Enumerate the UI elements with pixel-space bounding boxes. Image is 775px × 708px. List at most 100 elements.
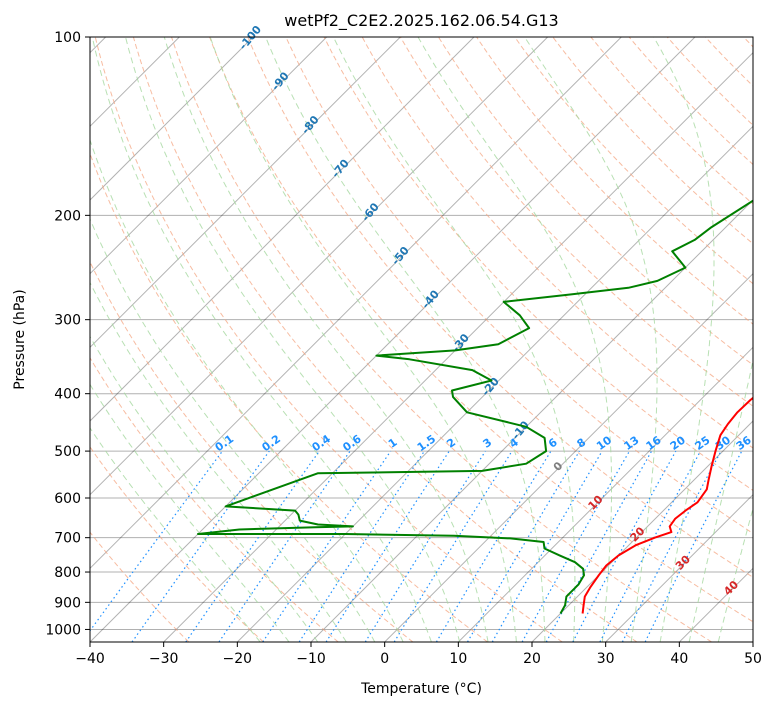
series-line xyxy=(197,199,753,614)
x-tick-label: −10 xyxy=(296,651,326,667)
moist-adiabat-line xyxy=(90,138,404,642)
isotherm-line xyxy=(90,37,475,422)
isotherm-line xyxy=(90,37,696,642)
y-tick-label: 300 xyxy=(54,313,81,329)
moist-adiabat-line xyxy=(209,37,517,642)
mixing-ratio-line xyxy=(364,450,486,642)
mixing-ratio-label: 6 xyxy=(546,436,560,451)
background-lines xyxy=(90,37,753,642)
mixing-ratio-label: 13 xyxy=(621,434,641,453)
dry-adiabat-label: -60 xyxy=(359,200,382,224)
x-tick-label: 10 xyxy=(449,651,467,667)
mixing-ratio-line xyxy=(466,450,580,642)
moist-adiabat-label: 40 xyxy=(721,578,741,598)
dry-adiabat-line xyxy=(209,37,753,623)
dry-adiabat-line xyxy=(437,37,753,366)
dry-adiabat-line xyxy=(90,356,339,642)
y-tick-label: 400 xyxy=(54,387,81,403)
dry-adiabat-line xyxy=(743,37,753,48)
moist-adiabat-line xyxy=(91,37,432,642)
mixing-ratio-line xyxy=(599,450,702,642)
dry-adiabat-line xyxy=(361,37,753,449)
isotherm-line xyxy=(90,37,254,201)
plot-frame xyxy=(89,36,754,643)
moist-adiabat-label: 30 xyxy=(673,552,693,572)
y-tick-label: 500 xyxy=(54,444,81,460)
y-tick-label: 800 xyxy=(54,565,81,581)
dry-adiabat-line xyxy=(590,37,753,205)
dry-adiabat-line xyxy=(90,260,414,642)
x-tick-label: 0 xyxy=(380,651,389,667)
y-tick-label: 700 xyxy=(54,531,81,547)
mixing-ratio-line xyxy=(218,450,351,642)
y-tick-label: 600 xyxy=(54,491,81,507)
mixing-ratio-line xyxy=(435,450,552,642)
moist-adiabat-line xyxy=(417,37,612,642)
dry-adiabat-label: -80 xyxy=(299,113,322,137)
mixing-ratio-label: 36 xyxy=(734,433,754,453)
x-tick-label: −20 xyxy=(223,651,253,667)
isotherm-line xyxy=(163,51,753,642)
isotherm-line xyxy=(236,125,753,642)
mixing-ratio-label: 8 xyxy=(575,436,589,451)
dry-adiabat-line xyxy=(90,446,264,642)
dry-adiabat-line xyxy=(94,37,563,642)
isotherm-line xyxy=(678,567,753,642)
dry-adiabat-label: -90 xyxy=(269,69,292,93)
y-tick-label: 100 xyxy=(54,30,81,46)
moist-adiabat-line xyxy=(265,37,546,642)
mixing-ratio-line xyxy=(131,450,270,642)
dry-adiabat-line xyxy=(552,37,753,245)
moist-adiabat-line xyxy=(90,335,319,642)
moist-adiabat-line xyxy=(90,217,376,642)
mixing-ratio-label: 3 xyxy=(481,436,495,451)
isotherm-line xyxy=(90,37,549,496)
isotherm-line xyxy=(90,37,401,349)
mixing-ratio-line xyxy=(262,450,392,642)
mixing-ratio-line xyxy=(393,450,513,642)
mixing-ratio-line xyxy=(572,450,677,642)
moist-adiabat-line xyxy=(717,506,753,642)
dry-adiabat-line xyxy=(171,37,712,642)
moist-adiabat-line xyxy=(125,37,461,642)
dry-adiabat-line xyxy=(90,531,190,642)
moist-adiabat-label: 0 xyxy=(551,459,566,474)
dry-adiabat-line xyxy=(704,37,753,87)
chart-title: wetPf2_C2E2.2025.162.06.54.G13 xyxy=(284,11,558,31)
y-tick-label: 900 xyxy=(54,595,81,611)
dry-adiabat-label: -70 xyxy=(329,157,352,181)
dry-adiabat-line xyxy=(90,152,488,642)
dry-adiabat-line xyxy=(666,37,753,126)
dry-adiabat-label: -20 xyxy=(479,375,502,399)
axis-ticks: −40 −30 −20 −10 0 10 20 30 40 5010020030040050060… xyxy=(45,30,762,667)
isotherm-line xyxy=(457,346,753,642)
dry-adiabat-line xyxy=(285,37,753,535)
x-tick-label: 50 xyxy=(744,651,762,667)
y-tick-label: 1000 xyxy=(45,622,81,638)
moist-adiabat-line xyxy=(524,37,658,642)
moist-adiabat-line xyxy=(90,281,347,642)
isotherm-line xyxy=(90,37,622,570)
profile-series xyxy=(197,199,753,614)
isotherm-line xyxy=(752,641,753,642)
mixing-ratio-line xyxy=(644,450,743,642)
mixing-ratio-label: 1 xyxy=(386,436,400,451)
y-tick-label: 200 xyxy=(54,208,81,224)
mixing-ratio-label: 10 xyxy=(594,433,614,453)
x-tick-label: 40 xyxy=(670,651,688,667)
series-line xyxy=(581,396,753,614)
mixing-ratio-line xyxy=(325,450,450,642)
dry-adiabat-line xyxy=(399,37,753,407)
mixing-ratio-line xyxy=(185,450,320,642)
moist-adiabat-line xyxy=(332,37,576,642)
x-axis-title: Temperature (°C) xyxy=(360,681,482,697)
moist-adiabat-line xyxy=(163,37,489,642)
y-axis-title: Pressure (hPa) xyxy=(12,289,28,389)
moist-adiabat-line xyxy=(90,383,290,642)
mixing-ratio-label: 20 xyxy=(668,433,688,453)
dry-adiabat-label: -50 xyxy=(389,244,412,268)
mixing-ratio-line xyxy=(545,450,653,642)
moist-adiabat-line xyxy=(653,37,715,642)
mixing-ratio-label: 16 xyxy=(644,433,664,453)
